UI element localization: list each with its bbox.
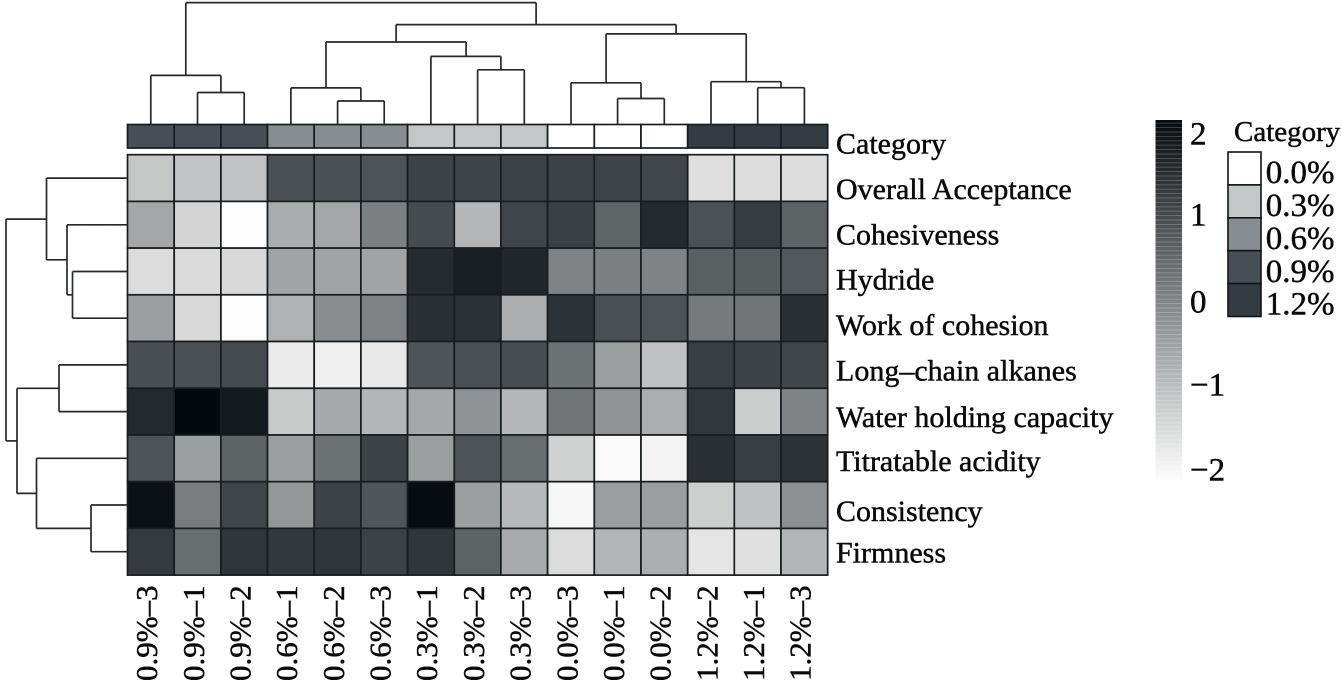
svg-text:0.0%: 0.0% [1266, 155, 1335, 191]
svg-text:−1: −1 [1190, 367, 1225, 403]
svg-text:1.2%–3: 1.2%–3 [783, 585, 818, 681]
svg-text:−2: −2 [1190, 452, 1225, 488]
svg-text:Category: Category [1234, 116, 1341, 148]
svg-text:Category: Category [836, 128, 946, 161]
svg-text:0.6%–3: 0.6%–3 [363, 585, 398, 681]
svg-text:0.0%–1: 0.0%–1 [596, 585, 631, 681]
svg-text:0.9%–1: 0.9%–1 [176, 585, 211, 681]
svg-text:Cohesiveness: Cohesiveness [836, 219, 999, 252]
svg-text:Long–chain alkanes: Long–chain alkanes [836, 355, 1077, 388]
svg-text:Hydride: Hydride [836, 264, 934, 297]
svg-text:Titratable acidity: Titratable acidity [836, 445, 1041, 478]
svg-text:1.2%–1: 1.2%–1 [736, 585, 771, 681]
svg-text:0.3%–2: 0.3%–2 [456, 585, 491, 681]
svg-text:2: 2 [1190, 116, 1207, 152]
svg-text:0.9%: 0.9% [1266, 254, 1335, 290]
svg-text:Consistency: Consistency [836, 495, 983, 528]
svg-text:0: 0 [1190, 284, 1207, 320]
svg-text:0.6%–1: 0.6%–1 [269, 585, 304, 681]
svg-text:0.3%–3: 0.3%–3 [503, 585, 538, 681]
svg-text:1.2%–2: 1.2%–2 [689, 585, 724, 681]
svg-text:Work of cohesion: Work of cohesion [836, 309, 1049, 342]
svg-text:0.6%–2: 0.6%–2 [316, 585, 351, 681]
svg-text:Water holding capacity: Water holding capacity [836, 401, 1113, 434]
svg-text:Overall Acceptance: Overall Acceptance [836, 173, 1072, 206]
svg-text:0.3%–1: 0.3%–1 [409, 585, 444, 681]
svg-text:0.0%–3: 0.0%–3 [549, 585, 584, 681]
svg-text:0.9%–3: 0.9%–3 [129, 585, 164, 681]
svg-text:1: 1 [1190, 198, 1207, 234]
svg-text:Firmness: Firmness [836, 537, 946, 570]
svg-text:0.6%: 0.6% [1266, 221, 1335, 257]
svg-text:0.0%–2: 0.0%–2 [643, 585, 678, 681]
svg-text:0.3%: 0.3% [1266, 188, 1335, 224]
svg-text:0.9%–2: 0.9%–2 [223, 585, 258, 681]
svg-text:1.2%: 1.2% [1266, 287, 1335, 323]
